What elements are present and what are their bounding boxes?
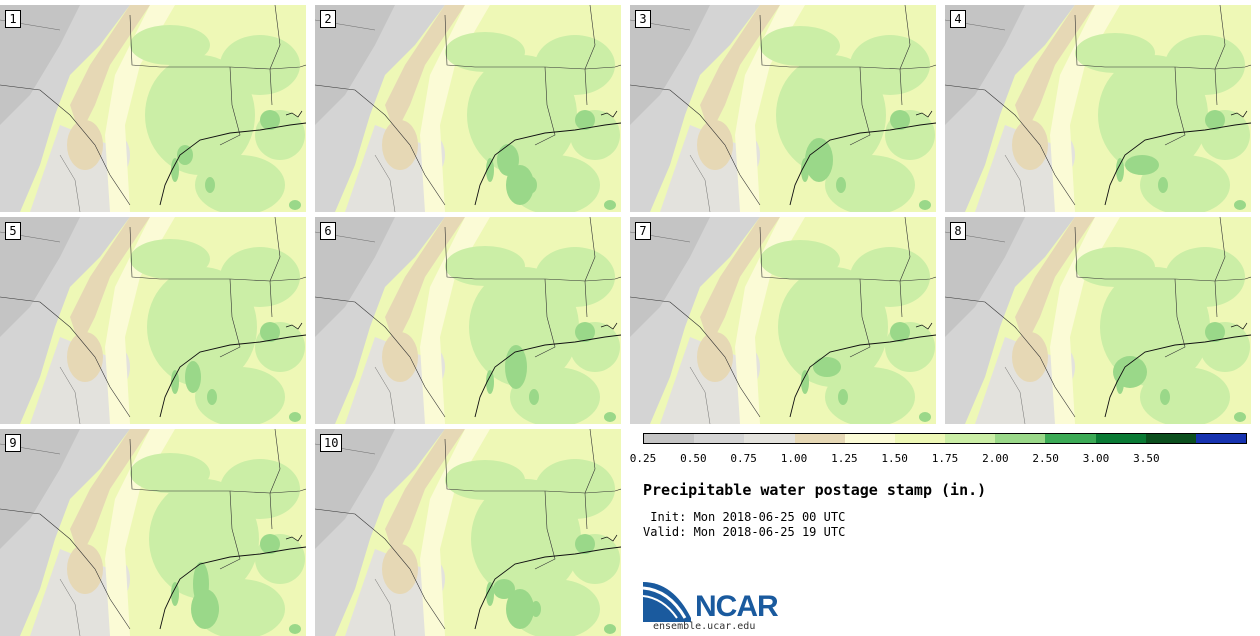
map-panel-9: 9 <box>0 429 306 636</box>
init-time: Init: Mon 2018-06-25 00 UTC <box>643 510 846 524</box>
colorbar-tick-label: 3.00 <box>1082 452 1110 465</box>
panel-label: 9 <box>5 434 21 452</box>
valid-time: Valid: Mon 2018-06-25 19 UTC <box>643 525 846 539</box>
panel-label: 2 <box>320 10 336 28</box>
colorbar-tick-label: 0.75 <box>730 452 757 465</box>
logo-url: ensemble.ucar.edu <box>653 621 756 632</box>
colorbar-segment <box>644 434 695 443</box>
colorbar-tick-label: 0.25 <box>629 452 657 465</box>
colorbar-tick-label: 3.50 <box>1133 452 1160 465</box>
panel-label: 6 <box>320 222 336 240</box>
chart-title: Precipitable water postage stamp (in.) <box>643 481 987 499</box>
colorbar-segment <box>1095 434 1146 443</box>
panel-label: 8 <box>950 222 966 240</box>
colorbar-segment <box>894 434 946 443</box>
panel-label: 3 <box>635 10 651 28</box>
colorbar <box>643 433 1247 444</box>
colorbar-tick-label: 2.50 <box>1032 452 1059 465</box>
map-panel-3: 3 <box>630 5 936 212</box>
panel-label: 5 <box>5 222 21 240</box>
map-panel-4: 4 <box>945 5 1251 212</box>
colorbar-tick-label: 2.00 <box>982 452 1009 465</box>
map-panel-8: 8 <box>945 217 1251 424</box>
colorbar-segment <box>794 434 845 443</box>
map-panel-1: 1 <box>0 5 306 212</box>
colorbar-segment <box>1195 434 1247 443</box>
colorbar-tick-label: 1.00 <box>780 452 808 465</box>
map-panel-2: 2 <box>315 5 621 212</box>
colorbar-tick-label: 0.50 <box>680 452 707 465</box>
colorbar-tick-label: 1.50 <box>881 452 908 465</box>
map-panel-5: 5 <box>0 217 306 424</box>
colorbar-segment <box>1145 434 1196 443</box>
panel-label: 10 <box>320 434 343 452</box>
colorbar-segment <box>744 434 795 443</box>
panel-label: 7 <box>635 222 651 240</box>
ncar-logo-text: NCAR <box>695 590 779 623</box>
ncar-logo-icon <box>643 582 691 622</box>
colorbar-segment <box>1045 434 1096 443</box>
colorbar-segment <box>995 434 1046 443</box>
colorbar-tick-label: 1.25 <box>831 452 858 465</box>
colorbar-segment <box>844 434 895 443</box>
colorbar-segment <box>945 434 996 443</box>
colorbar-segment <box>694 434 745 443</box>
colorbar-tick-label: 1.75 <box>931 452 959 465</box>
map-panel-10: 10 <box>315 429 621 636</box>
map-panel-6: 6 <box>315 217 621 424</box>
panel-label: 1 <box>5 10 21 28</box>
map-panel-7: 7 <box>630 217 936 424</box>
panel-label: 4 <box>950 10 966 28</box>
